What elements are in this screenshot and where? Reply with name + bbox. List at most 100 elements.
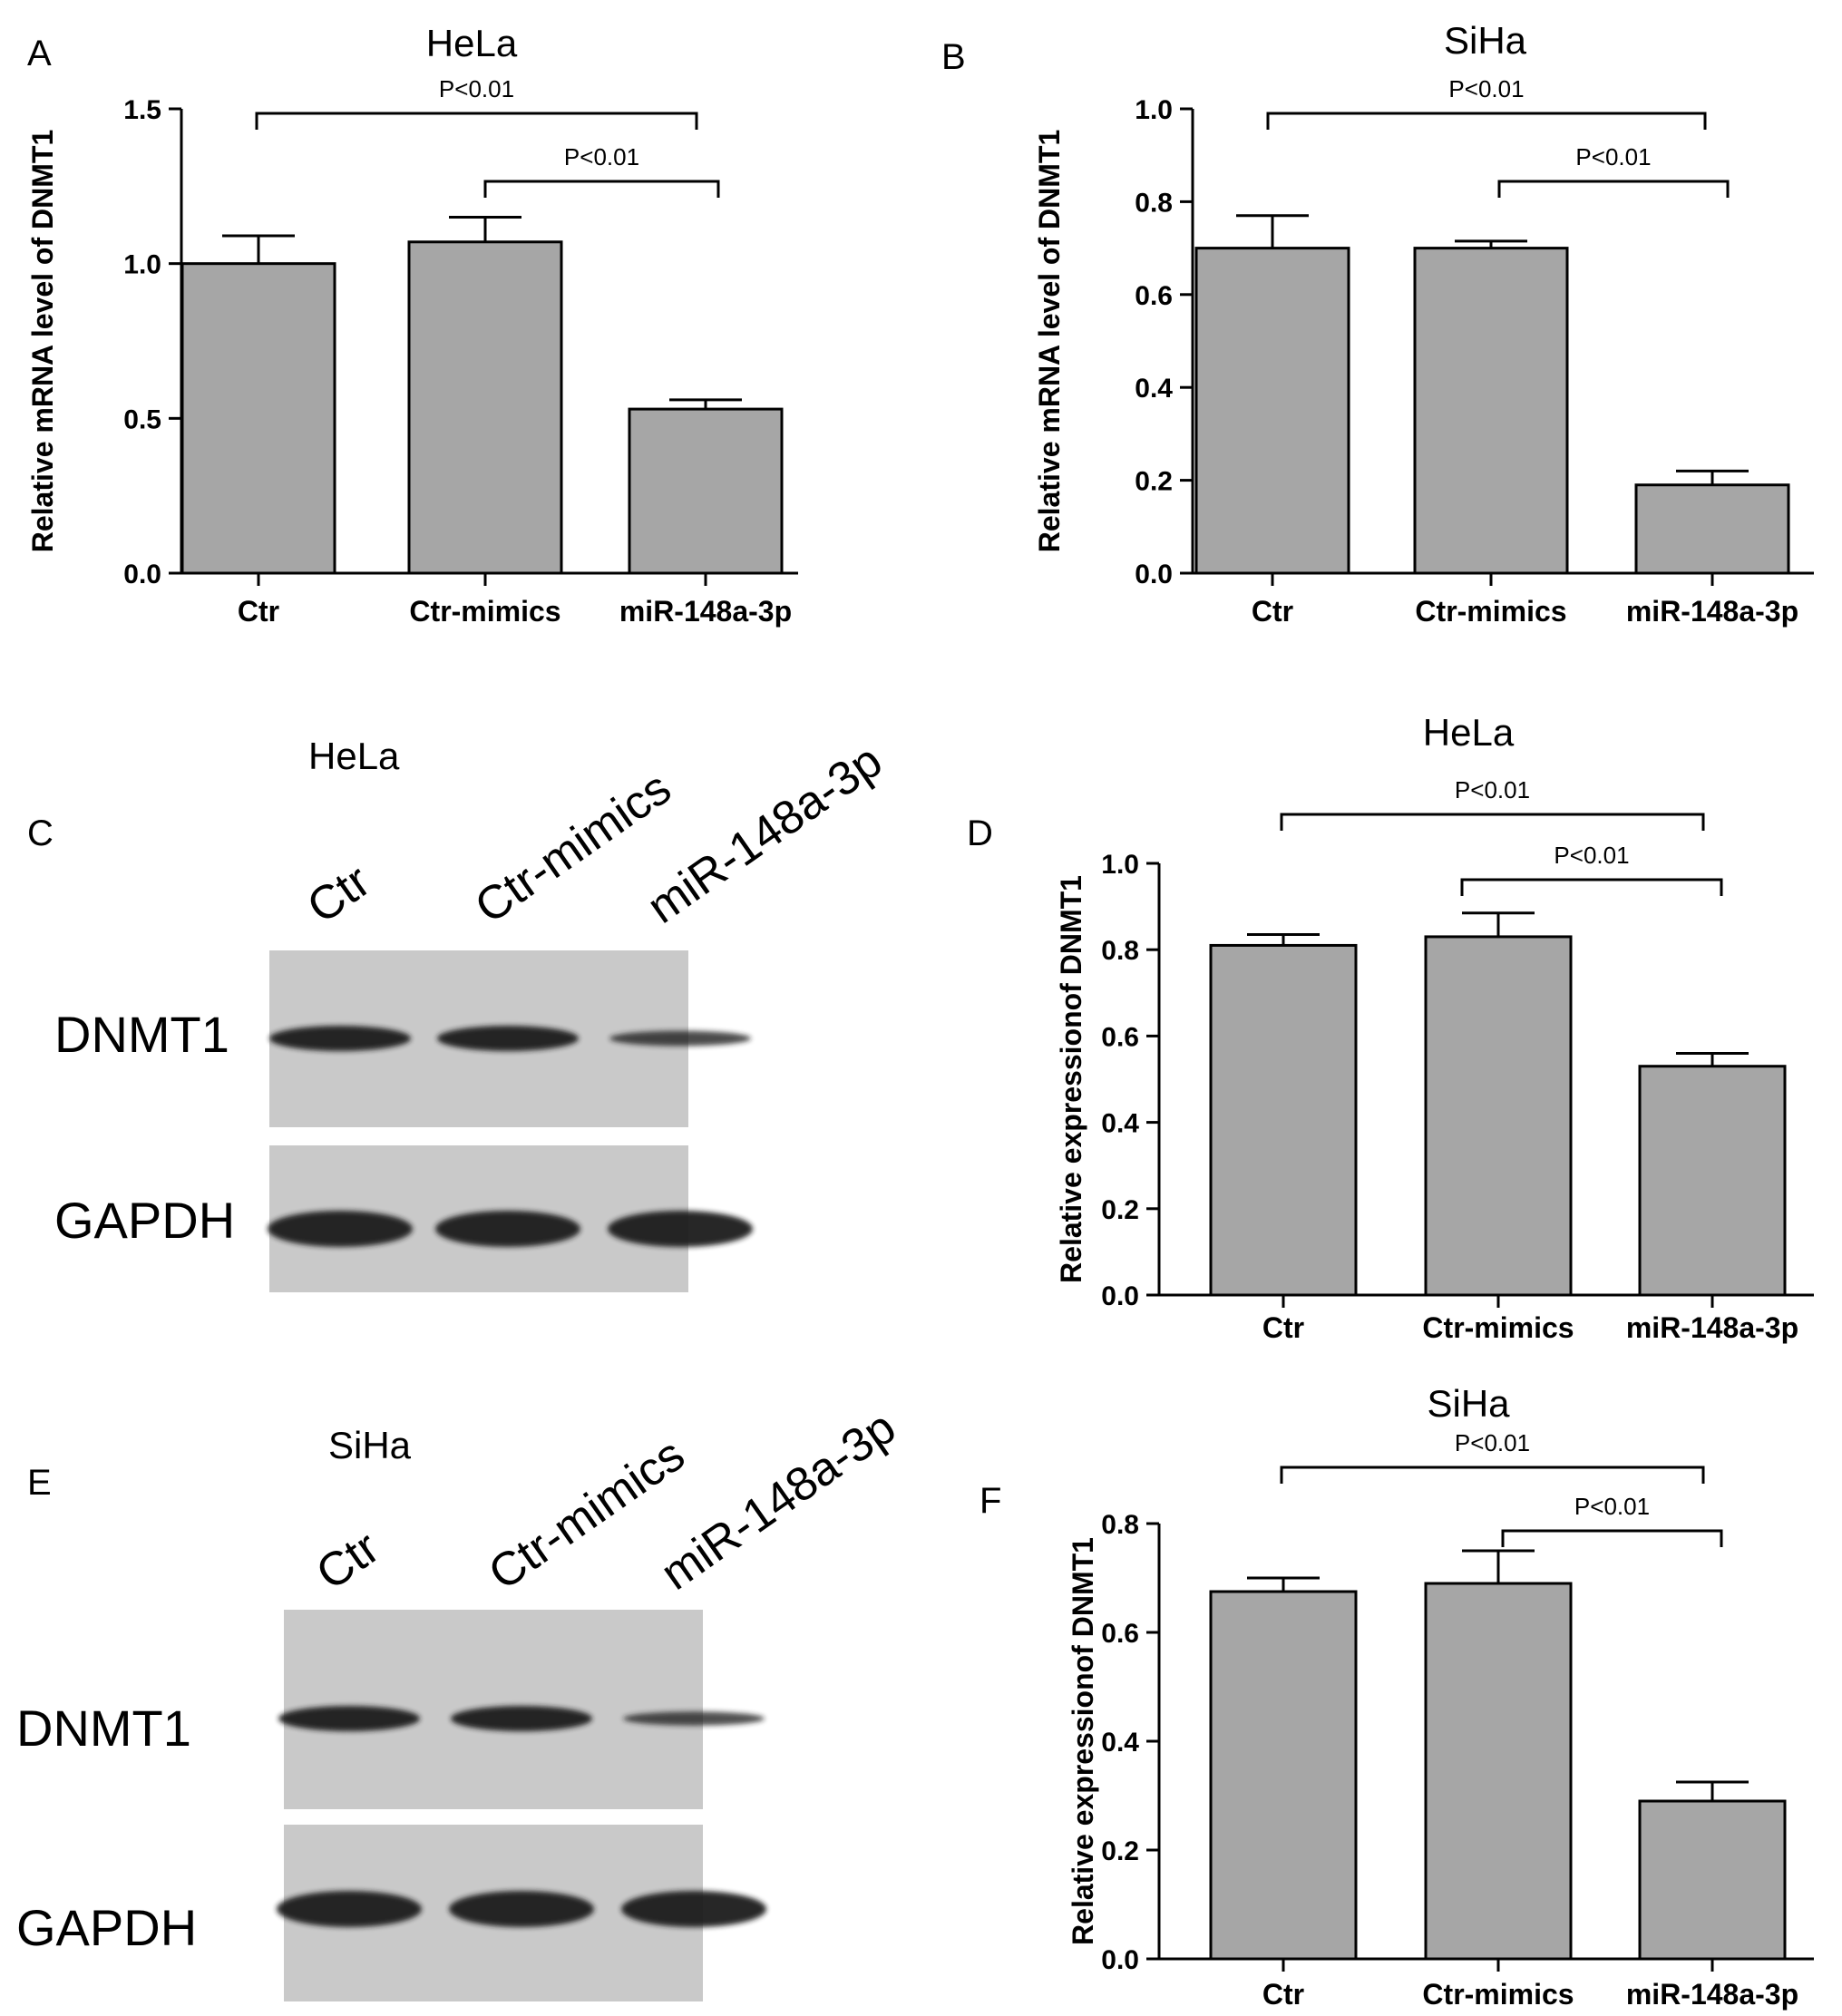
significance-label: P<0.01	[1575, 143, 1651, 170]
y-tick-label: 0.2	[1101, 1836, 1139, 1866]
blot-band	[449, 1891, 594, 1927]
lane-label: Ctr	[298, 855, 380, 934]
y-tick-label: 0.2	[1101, 1195, 1139, 1225]
y-axis-label: Relative mRNA level of DNMT1	[1033, 130, 1066, 552]
y-tick-label: 0.6	[1135, 281, 1173, 311]
panel-letter: A	[27, 34, 52, 73]
chart-B: B SiHa 0.0 0.2 0.4 0.6 0.8 1.0 Relative mRNA lev…	[941, 19, 1814, 628]
significance-bracket	[1497, 180, 1730, 198]
y-axis-label: Relative expressionof DNMT1	[1055, 875, 1087, 1283]
bar	[1209, 943, 1358, 1297]
blot-band	[268, 1211, 413, 1247]
x-tick-label: Ctr-mimics	[1422, 1311, 1574, 1344]
significance-label: P<0.01	[439, 75, 514, 102]
chart-title: HeLa	[1423, 711, 1515, 754]
significance-label: P<0.01	[1574, 1493, 1650, 1520]
significance-bracket	[1280, 813, 1705, 831]
y-tick-label: 1.0	[1135, 95, 1173, 125]
x-tick-label: Ctr	[1262, 1311, 1304, 1344]
bar	[628, 407, 784, 575]
significance-label: P<0.01	[1554, 842, 1629, 869]
panel-letter: F	[979, 1481, 1001, 1521]
blot-title: HeLa	[308, 735, 400, 777]
bar	[1638, 1799, 1787, 1961]
panel-letter: C	[27, 813, 54, 853]
blot-band	[437, 1026, 579, 1051]
x-tick-label: Ctr	[1252, 595, 1293, 628]
y-tick-label: 0.0	[1135, 560, 1173, 589]
significance-label: P<0.01	[1455, 776, 1530, 803]
blot-band	[435, 1211, 580, 1247]
x-tick-label: Ctr	[1262, 1978, 1304, 2011]
y-axis-label: Relative mRNA level of DNMT1	[26, 130, 59, 552]
blot-band	[608, 1211, 753, 1247]
blot-band	[623, 1711, 765, 1726]
y-tick-label: 0.8	[1101, 936, 1139, 966]
bar	[1194, 247, 1350, 575]
blot-title: SiHa	[328, 1424, 412, 1466]
y-tick-label: 0.4	[1135, 374, 1173, 404]
bar	[1424, 935, 1573, 1297]
bar	[1413, 247, 1569, 575]
y-tick-label: 1.5	[123, 95, 161, 125]
lane-label: Ctr-mimics	[466, 762, 681, 934]
x-tick-label: miR-148a-3p	[1626, 1978, 1798, 2011]
significance-label: P<0.01	[1455, 1429, 1530, 1456]
significance-bracket	[1501, 1529, 1723, 1547]
y-tick-label: 0.6	[1101, 1022, 1139, 1052]
y-tick-label: 0.0	[123, 560, 161, 589]
y-tick-label: 0.5	[123, 404, 161, 434]
blot-band	[451, 1706, 592, 1731]
blot-band	[277, 1891, 422, 1927]
lane-label: miR-148a-3p	[652, 1401, 905, 1601]
panel-letter: D	[967, 813, 993, 853]
y-tick-label: 0.8	[1101, 1510, 1139, 1540]
lane-label: Ctr-mimics	[480, 1428, 695, 1601]
y-tick-label: 0.4	[1101, 1728, 1139, 1758]
charts-layer: A HeLa 0.0 0.5 1.0 1.5 Relative mRNA level of …	[26, 19, 1814, 2011]
significance-bracket	[1460, 878, 1723, 896]
x-tick-label: Ctr	[238, 595, 279, 628]
bar	[1424, 1582, 1573, 1961]
significance-label: P<0.01	[564, 143, 639, 170]
x-tick-label: Ctr-mimics	[409, 595, 560, 628]
row-label: GAPDH	[16, 1899, 197, 1956]
blot-band	[609, 1030, 751, 1047]
panel-letter: B	[941, 37, 966, 77]
row-label: DNMT1	[16, 1699, 191, 1757]
y-tick-label: 0.0	[1101, 1945, 1139, 1975]
x-tick-label: Ctr-mimics	[1422, 1978, 1574, 2011]
significance-bracket	[255, 112, 698, 130]
bar	[1209, 1590, 1358, 1961]
y-tick-label: 0.2	[1135, 467, 1173, 497]
x-tick-label: Ctr-mimics	[1415, 595, 1566, 628]
row-label: GAPDH	[54, 1192, 235, 1249]
significance-label: P<0.01	[1448, 75, 1524, 102]
x-tick-label: miR-148a-3p	[619, 595, 792, 628]
bar	[180, 262, 336, 575]
x-tick-label: miR-148a-3p	[1626, 1311, 1798, 1344]
y-tick-label: 1.0	[123, 250, 161, 280]
lane-label: Ctr	[307, 1522, 389, 1601]
y-axis-label: Relative expressionof DNMT1	[1067, 1537, 1099, 1945]
significance-bracket	[483, 180, 720, 198]
y-tick-label: 1.0	[1101, 850, 1139, 880]
y-tick-label: 0.0	[1101, 1281, 1139, 1311]
significance-bracket	[1266, 112, 1707, 130]
y-tick-label: 0.6	[1101, 1619, 1139, 1649]
chart-title: SiHa	[1427, 1382, 1510, 1425]
y-tick-label: 0.8	[1135, 188, 1173, 218]
x-tick-label: miR-148a-3p	[1626, 595, 1798, 628]
chart-title: SiHa	[1444, 19, 1527, 62]
chart-D: D HeLa 0.0 0.2 0.4 0.6 0.8 1.0 Relative expressi…	[967, 711, 1814, 1344]
bar	[1638, 1065, 1787, 1297]
panel-letter: E	[27, 1463, 52, 1503]
bar	[407, 240, 563, 575]
bar	[1634, 483, 1790, 575]
y-tick-label: 0.4	[1101, 1109, 1139, 1139]
